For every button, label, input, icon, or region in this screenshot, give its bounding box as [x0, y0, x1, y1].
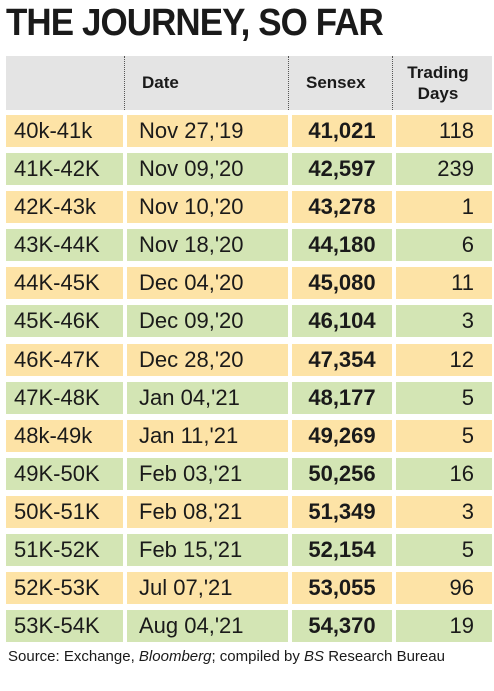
cell-date: Nov 09,'20 — [127, 153, 288, 186]
cell-sensex: 45,080 — [292, 267, 392, 300]
header-divider — [392, 56, 393, 110]
cell-sensex: 41,021 — [292, 115, 392, 147]
cell-sensex: 43,278 — [292, 191, 392, 224]
cell-range: 53K-54K — [6, 610, 123, 643]
cell-sensex: 50,256 — [292, 457, 392, 490]
cell-date: Nov 27,'19 — [127, 115, 288, 147]
header-date: Date — [142, 73, 179, 92]
cell-range: 46K-47K — [6, 343, 123, 376]
table-row: 40k-41k Nov 27,'19 41,021 118 — [6, 112, 492, 150]
table-body: 40k-41k Nov 27,'19 41,021 118 41K-42K Nov 09,… — [6, 112, 492, 645]
header-sensex: Sensex — [306, 73, 366, 92]
table-row: 49K-50K Feb 03,'21 50,256 16 — [6, 455, 492, 493]
table-row: 45K-46K Dec 09,'20 46,104 3 — [6, 302, 492, 340]
source-note: Source: Exchange, Bloomberg; compiled by… — [8, 648, 445, 665]
table-row: 53K-54K Aug 04,'21 54,370 19 — [6, 607, 492, 645]
cell-range: 47K-48K — [6, 381, 123, 414]
table-row: 50K-51K Feb 08,'21 51,349 3 — [6, 493, 492, 531]
cell-trading-days: 11 — [396, 267, 492, 300]
header-divider — [288, 56, 289, 110]
cell-trading-days: 6 — [396, 229, 492, 262]
cell-trading-days: 5 — [396, 381, 492, 414]
cell-range: 49K-50K — [6, 457, 123, 490]
source-suffix: Research Bureau — [324, 648, 445, 665]
cell-date: Feb 03,'21 — [127, 457, 288, 490]
cell-date: Feb 08,'21 — [127, 495, 288, 528]
cell-sensex: 47,354 — [292, 343, 392, 376]
cell-trading-days: 16 — [396, 457, 492, 490]
table-row: 51K-52K Feb 15,'21 52,154 5 — [6, 531, 492, 569]
cell-range: 52K-53K — [6, 572, 123, 605]
cell-date: Nov 10,'20 — [127, 191, 288, 224]
cell-range: 40k-41k — [6, 115, 123, 147]
source-italic-bloomberg: Bloomberg — [138, 648, 212, 665]
table-row: 41K-42K Nov 09,'20 42,597 239 — [6, 150, 492, 188]
cell-date: Feb 15,'21 — [127, 534, 288, 567]
cell-sensex: 42,597 — [292, 153, 392, 186]
cell-sensex: 54,370 — [292, 610, 392, 643]
cell-range: 45K-46K — [6, 305, 123, 338]
cell-sensex: 44,180 — [292, 229, 392, 262]
cell-sensex: 46,104 — [292, 305, 392, 338]
cell-trading-days: 5 — [396, 534, 492, 567]
source-prefix: Source: Exchange, — [8, 648, 139, 665]
cell-trading-days: 12 — [396, 343, 492, 376]
cell-date: Jan 11,'21 — [127, 419, 288, 452]
cell-range: 50K-51K — [6, 495, 123, 528]
cell-sensex: 51,349 — [292, 495, 392, 528]
table-row: 44K-45K Dec 04,'20 45,080 11 — [6, 264, 492, 302]
page-title: THE JOURNEY, SO FAR — [6, 2, 384, 44]
cell-trading-days: 19 — [396, 610, 492, 643]
cell-range: 43K-44K — [6, 229, 123, 262]
table-row: 43K-44K Nov 18,'20 44,180 6 — [6, 226, 492, 264]
cell-sensex: 53,055 — [292, 572, 392, 605]
header-days-line1: Trading — [407, 63, 469, 82]
cell-sensex: 52,154 — [292, 534, 392, 567]
cell-trading-days: 3 — [396, 305, 492, 338]
source-italic-bs: BS — [304, 648, 325, 665]
cell-date: Jan 04,'21 — [127, 381, 288, 414]
cell-date: Dec 04,'20 — [127, 267, 288, 300]
cell-date: Aug 04,'21 — [127, 610, 288, 643]
cell-trading-days: 3 — [396, 495, 492, 528]
cell-trading-days: 239 — [396, 153, 492, 186]
cell-sensex: 48,177 — [292, 381, 392, 414]
cell-range: 44K-45K — [6, 267, 123, 300]
cell-date: Nov 18,'20 — [127, 229, 288, 262]
cell-sensex: 49,269 — [292, 419, 392, 452]
cell-trading-days: 5 — [396, 419, 492, 452]
cell-date: Jul 07,'21 — [127, 572, 288, 605]
table-row: 52K-53K Jul 07,'21 53,055 96 — [6, 569, 492, 607]
cell-trading-days: 96 — [396, 572, 492, 605]
cell-date: Dec 09,'20 — [127, 305, 288, 338]
cell-trading-days: 118 — [396, 115, 492, 147]
header-divider — [124, 56, 125, 110]
source-middle: ; compiled by — [211, 648, 305, 665]
header-trading-days: Trading Days — [398, 56, 478, 110]
table-row: 47K-48K Jan 04,'21 48,177 5 — [6, 379, 492, 417]
cell-date: Dec 28,'20 — [127, 343, 288, 376]
table-row: 42K-43k Nov 10,'20 43,278 1 — [6, 188, 492, 226]
cell-range: 48k-49k — [6, 419, 123, 452]
cell-range: 51K-52K — [6, 534, 123, 567]
cell-range: 41K-42K — [6, 153, 123, 186]
table-row: 46K-47K Dec 28,'20 47,354 12 — [6, 341, 492, 379]
table-header: Date Sensex Trading Days — [6, 56, 492, 110]
table-row: 48k-49k Jan 11,'21 49,269 5 — [6, 417, 492, 455]
cell-trading-days: 1 — [396, 191, 492, 224]
cell-range: 42K-43k — [6, 191, 123, 224]
header-days-line2: Days — [417, 84, 459, 103]
